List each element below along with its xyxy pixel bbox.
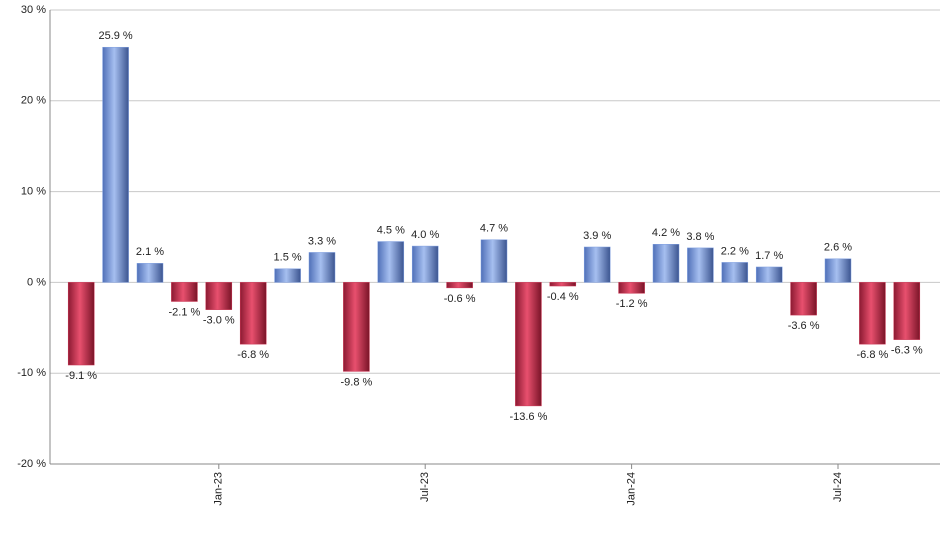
bar (790, 282, 817, 316)
value-label: -3.0 % (203, 315, 235, 327)
bar (721, 262, 749, 283)
bar (205, 282, 233, 310)
value-label: 3.3 % (308, 235, 336, 247)
value-label: 4.7 % (480, 223, 508, 235)
value-label: 4.0 % (411, 229, 439, 241)
bar (171, 282, 198, 302)
value-label: 2.2 % (721, 245, 749, 257)
value-label: -9.8 % (341, 376, 373, 388)
value-label: -2.1 % (169, 306, 201, 318)
bar (480, 239, 508, 283)
bar (687, 247, 714, 283)
value-label: 2.1 % (136, 246, 164, 258)
x-tick-label: Jul-23 (419, 472, 431, 502)
bar (652, 244, 680, 283)
value-label: 3.9 % (583, 230, 611, 242)
bar (239, 282, 267, 345)
value-label: -13.6 % (509, 411, 547, 423)
bar (515, 282, 542, 407)
bar (102, 46, 129, 283)
x-tick-label: Jan-24 (626, 472, 638, 506)
value-label: -6.8 % (237, 349, 269, 361)
bar (824, 258, 852, 283)
value-label: -9.1 % (65, 370, 97, 382)
bar (446, 282, 473, 289)
value-label: 1.5 % (274, 252, 302, 264)
y-tick-label: 20 % (21, 95, 46, 107)
y-tick-label: -10 % (17, 367, 46, 379)
value-label: 3.8 % (686, 231, 714, 243)
x-tick-label: Jan-23 (213, 472, 225, 506)
bar (583, 246, 611, 283)
value-label: 4.2 % (652, 227, 680, 239)
value-label: 2.6 % (824, 242, 852, 254)
value-label: 1.7 % (755, 250, 783, 262)
value-label: -0.6 % (444, 293, 476, 305)
bar (343, 282, 370, 372)
bar (136, 263, 164, 283)
bar (67, 282, 95, 366)
bar (618, 282, 645, 294)
value-label: -0.4 % (547, 291, 579, 303)
value-label: -3.6 % (788, 320, 820, 332)
bar (755, 266, 783, 283)
value-label: -1.2 % (616, 298, 648, 310)
bar (411, 245, 439, 283)
bar (549, 282, 577, 287)
y-tick-label: 10 % (21, 186, 46, 198)
y-tick-label: -20 % (17, 458, 46, 470)
value-label: 25.9 % (98, 30, 132, 42)
y-tick-label: 0 % (27, 276, 46, 288)
value-label: -6.3 % (891, 345, 923, 357)
y-tick-label: 30 % (21, 4, 46, 16)
value-label: 4.5 % (377, 224, 405, 236)
bar (377, 241, 405, 283)
bar (274, 268, 301, 283)
x-tick-label: Jul-24 (832, 472, 844, 502)
bar (308, 252, 336, 283)
value-label: -6.8 % (857, 349, 889, 361)
bar (893, 282, 921, 340)
bar (859, 282, 886, 345)
